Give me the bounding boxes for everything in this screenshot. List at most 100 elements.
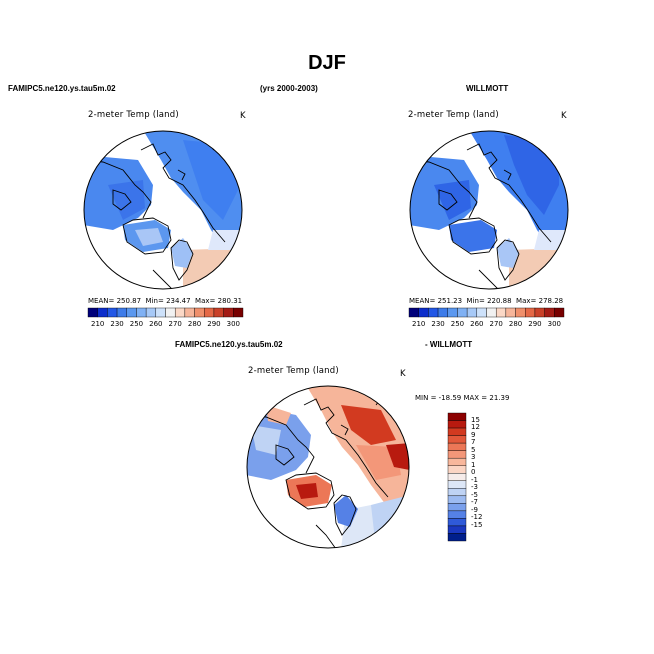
colorbar-swatch xyxy=(447,442,467,451)
colorbar-swatch xyxy=(505,307,516,318)
colorbar-tick-label: -9 xyxy=(471,505,478,514)
obs-panel-title: 2-meter Temp (land) xyxy=(408,110,499,120)
colorbar-swatch xyxy=(447,533,467,542)
colorbar-swatch xyxy=(418,307,429,318)
colorbar-swatch xyxy=(145,307,157,318)
min-label: Min= xyxy=(466,297,485,305)
model-case-label: FAMIPC5.ne120.ys.tau5m.02 xyxy=(8,84,116,93)
min-value: 234.47 xyxy=(166,297,191,305)
max-value: 278.28 xyxy=(538,297,564,305)
colorbar-tick-label: 290 xyxy=(528,320,542,328)
colorbar-swatch xyxy=(457,307,468,318)
mean-label: MEAN= xyxy=(409,297,436,305)
colorbar-tick-label: 210 xyxy=(91,320,105,328)
colorbar-tick-label: -3 xyxy=(471,483,478,492)
colorbar-swatch xyxy=(447,427,467,436)
colorbar-swatch xyxy=(447,435,467,444)
max-label: Max= xyxy=(195,297,216,305)
colorbar-tick-label: 7 xyxy=(471,438,476,447)
colorbar-swatch xyxy=(155,307,166,318)
colorbar-swatch xyxy=(213,307,224,318)
colorbar-tick-label: -15 xyxy=(471,520,483,529)
colorbar-swatch xyxy=(447,525,467,534)
obs-colorbar xyxy=(408,307,565,318)
colorbar-swatch xyxy=(87,307,98,318)
colorbar-tick-label: 230 xyxy=(110,320,124,328)
colorbar-swatch xyxy=(476,307,487,318)
diff-colorbar xyxy=(447,412,467,542)
colorbar-tick-label: 0 xyxy=(471,468,476,477)
max-label: Max= xyxy=(516,297,537,305)
colorbar-swatch xyxy=(233,307,244,318)
mean-label: MEAN= xyxy=(88,297,115,305)
colorbar-swatch xyxy=(447,307,458,318)
colorbar-swatch xyxy=(447,488,467,497)
colorbar-swatch xyxy=(437,307,448,318)
colorbar-tick-label: 270 xyxy=(489,320,503,328)
colorbar-tick-label: 290 xyxy=(207,320,221,328)
diff-case-label: FAMIPC5.ne120.ys.tau5m.02 xyxy=(175,340,283,349)
obs-stats: MEAN= 251.23 Min= 220.88 Max= 278.28 xyxy=(409,297,563,305)
colorbar-swatch xyxy=(447,480,467,489)
colorbar-swatch xyxy=(194,307,205,318)
colorbar-swatch xyxy=(428,307,439,318)
colorbar-swatch xyxy=(447,450,467,459)
diff-colorbar-ticks: 15 12 9 7 5 3 1 0 -1 -3 -5 -7 -9 -12 -15 xyxy=(471,413,501,541)
mean-value: 251.23 xyxy=(437,297,463,305)
colorbar-swatch xyxy=(184,307,195,318)
colorbar-swatch xyxy=(408,307,419,318)
model-colorbar xyxy=(87,307,244,318)
colorbar-tick-label: 9 xyxy=(471,430,476,439)
min-value: 220.88 xyxy=(487,297,512,305)
years-label: (yrs 2000-2003) xyxy=(260,84,318,93)
colorbar-swatch xyxy=(534,307,545,318)
colorbar-tick-label: 270 xyxy=(168,320,182,328)
mean-value: 250.87 xyxy=(116,297,142,305)
colorbar-swatch xyxy=(447,503,467,512)
obs-colorbar-ticks: 210 230 250 260 270 280 290 300 xyxy=(409,320,564,330)
page-title: DJF xyxy=(308,52,346,74)
colorbar-swatch xyxy=(447,473,467,481)
model-panel-title: 2-meter Temp (land) xyxy=(88,110,179,120)
colorbar-tick-label: 260 xyxy=(470,320,484,328)
diff-panel-title: 2-meter Temp (land) xyxy=(248,366,339,376)
colorbar-swatch xyxy=(136,307,147,318)
colorbar-swatch xyxy=(165,307,176,318)
colorbar-swatch xyxy=(447,457,467,466)
colorbar-swatch xyxy=(97,307,108,318)
colorbar-swatch xyxy=(126,307,137,318)
colorbar-swatch xyxy=(447,412,467,421)
model-stats: MEAN= 250.87 Min= 234.47 Max= 280.31 xyxy=(88,297,242,305)
colorbar-tick-label: -12 xyxy=(471,513,483,522)
colorbar-tick-label: -7 xyxy=(471,498,478,507)
colorbar-swatch xyxy=(554,307,565,318)
diff-map xyxy=(246,385,410,549)
colorbar-swatch xyxy=(525,307,536,318)
min-label: Min= xyxy=(145,297,164,305)
model-units: K xyxy=(240,111,246,121)
colorbar-swatch xyxy=(116,307,127,318)
model-map xyxy=(83,130,243,290)
colorbar-tick-label: 1 xyxy=(471,460,476,469)
colorbar-swatch xyxy=(447,420,467,429)
colorbar-tick-label: 12 xyxy=(471,423,480,432)
colorbar-tick-label: 280 xyxy=(187,320,202,328)
diff-obs-label: - WILLMOTT xyxy=(425,340,473,349)
colorbar-swatch xyxy=(447,495,467,504)
colorbar-tick-label: 5 xyxy=(471,445,476,454)
colorbar-swatch xyxy=(495,307,507,318)
colorbar-tick-label: 250 xyxy=(129,320,144,328)
colorbar-tick-label: 280 xyxy=(508,320,523,328)
colorbar-swatch xyxy=(174,307,186,318)
colorbar-tick-label: 300 xyxy=(226,320,240,328)
colorbar-tick-label: 210 xyxy=(412,320,426,328)
diff-stats: MIN = -18.59 MAX = 21.39 xyxy=(415,394,510,402)
obs-case-label: WILLMOTT xyxy=(466,84,509,93)
colorbar-tick-label: 230 xyxy=(431,320,445,328)
colorbar-tick-label: 260 xyxy=(149,320,163,328)
colorbar-swatch xyxy=(447,518,467,527)
model-colorbar-ticks: 210 230 250 260 270 280 290 300 xyxy=(88,320,243,330)
colorbar-swatch xyxy=(447,465,467,474)
max-value: 280.31 xyxy=(217,297,243,305)
diff-units: K xyxy=(400,369,406,379)
